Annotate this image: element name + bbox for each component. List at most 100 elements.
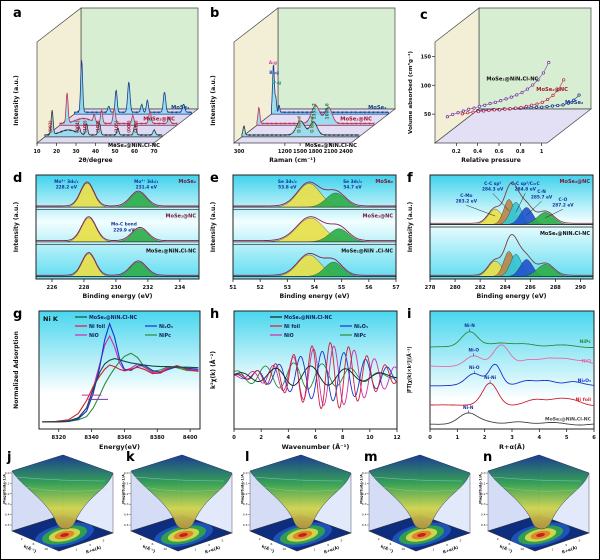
svg-text:Raman (cm⁻¹): Raman (cm⁻¹) [269,157,316,164]
svg-text:0.3: 0.3 [5,502,10,506]
panel-n: n 0.0 0.1 0.2 0.3 0.4 0.5 Magnitude-1/Å k(Å⁻¹) R… [478,449,597,559]
svg-text:3: 3 [89,543,91,547]
svg-text:280: 280 [450,285,461,291]
svg-text:k(Å⁻¹): k(Å⁻¹) [261,544,275,554]
svg-text:Ni₂O₃: Ni₂O₃ [159,324,173,330]
svg-text:231.4 eV: 231.4 eV [136,185,158,191]
panel-a: a MoSe₂ MoSe₂@NC MoSe₂@NiNₓCl-NC 10 20 30 40 50… [9,5,206,168]
panel-letter-g: g [13,307,23,322]
svg-text:R+α(Å): R+α(Å) [85,545,102,555]
svg-text:5: 5 [103,539,105,543]
svg-text:Volume absorbed (cm³g⁻¹): Volume absorbed (cm³g⁻¹) [407,51,414,134]
svg-text:226: 226 [47,285,58,291]
panel-letter-h: h [210,307,220,322]
svg-text:MoSe₂@NiNₓCl-NC: MoSe₂@NiNₓCl-NC [146,248,196,254]
panel-b: b MoSe₂ MoSe₂@NC MoSe₂@NiNₓCl-NC 300 1200150… [206,5,403,168]
svg-text:286: 286 [525,285,536,291]
panel-j-chart: 0.0 0.1 0.2 0.3 0.4 0.5 Magnitude-1/Å k(Å⁻¹) R+α… [2,449,121,559]
svg-text:NiPc: NiPc [159,333,171,339]
panel-b-chart: MoSe₂MoSe₂@NCMoSe₂@NiNₓCl-NC300120015001… [206,5,403,168]
panel-a-chart: MoSe₂ MoSe₂@NC MoSe₂@NiNₓCl-NC 10 20 30 40 50 60… [9,5,206,168]
panel-j-svg: 0.0 0.1 0.2 0.3 0.4 0.5 Magnitude-1/Å k(Å⁻¹) R+α… [2,454,114,555]
svg-text:0.2: 0.2 [124,492,129,496]
panel-n-svg: 0.0 0.1 0.2 0.3 0.4 0.5 Magnitude-1/Å k(Å⁻¹) R+α… [478,454,590,555]
panel-letter-a: a [13,6,22,21]
svg-text:50: 50 [112,149,119,155]
svg-text:MoSe₂: MoSe₂ [565,100,583,106]
svg-text:54.7 eV: 54.7 eV [343,185,362,191]
svg-text:Intensity (a.u.): Intensity (a.u.) [13,75,20,126]
panel-letter-b: b [210,6,220,21]
svg-text:150: 150 [421,54,432,60]
svg-text:Ni₂O₃: Ni₂O₃ [354,324,368,330]
panel-f: f MoSe₂@NC C-Mo 283.2 eV C-C sp³ 284.3 eV C-C… [403,170,599,304]
svg-text:MoSe₂@NiNₓCl-NC: MoSe₂@NiNₓCl-NC [284,315,332,321]
svg-text:3: 3 [208,543,210,547]
svg-text:290: 290 [575,285,586,291]
panel-n-chart: 0.0 0.1 0.2 0.3 0.4 0.5 Magnitude-1/Å k(Å⁻¹) R+α… [478,449,597,559]
panel-k-chart: 0.0 0.1 0.2 0.3 0.4 0.5 Magnitude-1/Å k(Å⁻¹) R+α… [121,449,240,559]
panel-i: i Ni-N NiPc Ni-O NiO Ni-O Ni₂O₃ Ni-Ni Ni foil Ni… [403,306,599,455]
svg-text:1: 1 [433,548,435,552]
svg-text:60: 60 [131,149,138,155]
svg-text:228.2 eV: 228.2 eV [56,185,78,191]
svg-text:0.1: 0.1 [124,481,129,485]
svg-text:0.0: 0.0 [124,471,129,475]
svg-text:0.2: 0.2 [243,492,248,496]
svg-text:0.0: 0.0 [362,471,367,475]
svg-text:|FT[χ(k)×k²]|(Å⁻³): |FT[χ(k)×k²]|(Å⁻³) [406,346,413,393]
panel-i-chart: Ni-N NiPc Ni-O NiO Ni-O Ni₂O₃ Ni-Ni Ni foil Ni-N… [403,306,599,455]
panel-letter-l: l [245,450,250,465]
svg-text:Binding energy (eV): Binding energy (eV) [83,293,153,300]
svg-text:284.3 eV: 284.3 eV [482,187,504,193]
svg-text:C-O: C-O [559,197,568,203]
svg-text:0.2: 0.2 [452,149,461,155]
svg-text:Se 3d₃/₂: Se 3d₃/₂ [343,179,362,185]
svg-text:Ni-Ni: Ni-Ni [484,375,496,381]
svg-text:1: 1 [552,548,554,552]
svg-text:0.5: 0.5 [5,523,10,527]
svg-text:Intensity (a.u.): Intensity (a.u.) [407,201,414,252]
panel-j: j 0.0 0.1 0.2 0.3 0.4 0.5 Magnitude-1/Å k(Å⁻¹) R… [2,449,121,559]
svg-text:1: 1 [76,548,78,552]
svg-text:G band: G band [310,116,315,133]
svg-text:R+α(Å): R+α(Å) [204,545,221,555]
svg-text:287.2 eV: 287.2 eV [552,203,574,209]
svg-text:2θ/degree: 2θ/degree [78,157,112,164]
svg-text:8360: 8360 [117,435,132,441]
svg-text:Mo⁴⁺ 3d₅/₂: Mo⁴⁺ 3d₅/₂ [54,179,78,185]
svg-text:8380: 8380 [150,435,165,441]
svg-text:284: 284 [500,285,511,291]
svg-text:2: 2 [259,435,263,441]
svg-text:Mo⁴⁺ 3d₃/₂: Mo⁴⁺ 3d₃/₂ [134,179,158,185]
svg-text:NiPc: NiPc [354,333,366,339]
svg-text:283.2 eV: 283.2 eV [456,199,478,205]
svg-text:Ni-N: Ni-N [463,405,474,411]
panel-k-svg: 0.0 0.1 0.2 0.3 0.4 0.5 Magnitude-1/Å k(Å⁻¹) R+α… [121,454,233,555]
panel-k: k 0.0 0.1 0.2 0.3 0.4 0.5 Magnitude-1/Å k(Å⁻¹) R… [121,449,240,559]
panel-letter-m: m [364,450,378,465]
panel-e-svg: MoSe₂ Se 3d₅/₂53.8 eV Se 3d₃/₂54.7 eV MoSe₂… [210,174,400,300]
svg-text:MoSe₂@NC: MoSe₂@NC [143,116,175,122]
svg-text:Se 3d₅/₂: Se 3d₅/₂ [278,179,297,185]
svg-text:3: 3 [565,543,567,547]
svg-text:Ni-O: Ni-O [469,365,480,371]
svg-text:Relative pressure: Relative pressure [461,157,521,164]
svg-text:232: 232 [142,285,153,291]
svg-text:0.5: 0.5 [362,523,367,527]
panel-h-svg: MoSe₂@NiNₓCl-NC Ni foil Ni₂O₃ NiO NiPc 0 2 4 6 8 1… [210,310,401,451]
svg-text:MoSe₂@NiN ₓCl-NC: MoSe₂@NiN ₓCl-NC [341,248,393,254]
svg-text:C-C sp³: C-C sp³ [484,181,501,187]
panel-l-chart: 0.0 0.1 0.2 0.3 0.4 0.5 Magnitude-1/Å k(Å⁻¹) R+α… [240,449,359,559]
svg-text:MoSe₂@NC: MoSe₂@NC [340,116,372,122]
svg-text:Ni foil: Ni foil [89,324,105,330]
svg-text:R+α(Å): R+α(Å) [499,442,525,451]
svg-text:R+α(Å): R+α(Å) [323,545,340,555]
svg-text:288: 288 [550,285,561,291]
svg-text:2: 2 [378,537,380,541]
svg-text:Ni foil: Ni foil [576,397,592,403]
svg-text:52: 52 [257,285,265,291]
panel-letter-d: d [13,171,23,186]
svg-text:0.3: 0.3 [124,502,129,506]
